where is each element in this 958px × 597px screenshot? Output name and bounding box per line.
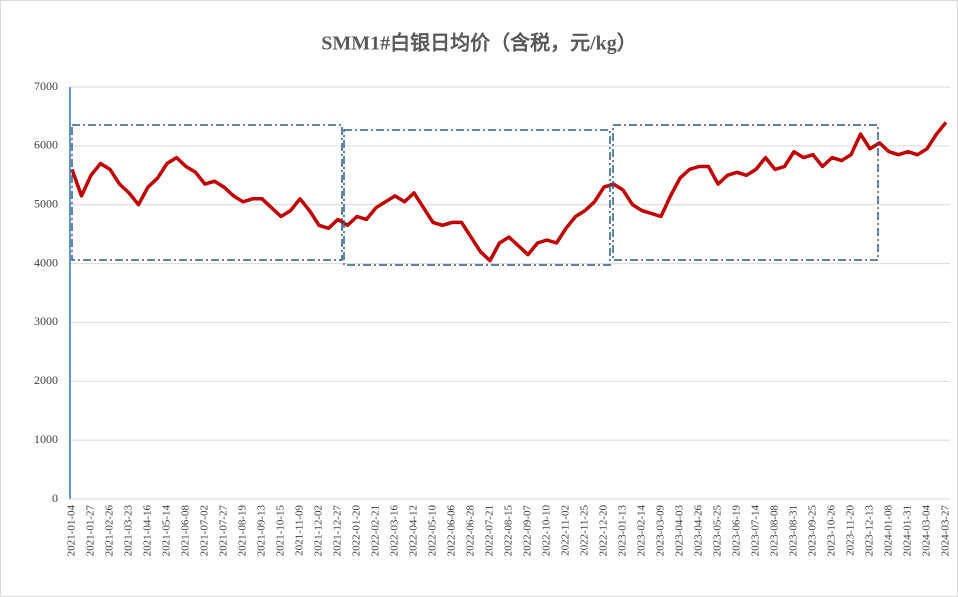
x-tick-label: 2021-06-08: [180, 505, 192, 557]
x-tick-label: 2023-04-03: [674, 505, 686, 557]
y-tick-label: 0: [52, 491, 58, 505]
x-tick-label: 2023-03-09: [655, 505, 667, 557]
data-line: [70, 121, 948, 263]
y-tick-label: 6000: [34, 138, 58, 152]
annotation-box: [343, 129, 611, 266]
x-tick-label: 2021-01-27: [85, 505, 97, 557]
x-tick-label: 2023-11-20: [845, 505, 857, 556]
x-tick-label: 2021-11-09: [294, 505, 306, 556]
x-tick-label: 2022-06-06: [446, 505, 458, 557]
y-tick-label: 2000: [34, 373, 58, 387]
x-tick-label: 2023-01-13: [617, 505, 629, 557]
x-tick-label: 2024-01-08: [883, 505, 895, 557]
x-tick-label: 2022-01-20: [351, 505, 363, 557]
x-tick-label: 2022-08-15: [503, 505, 515, 557]
x-tick-label: 2022-04-12: [408, 505, 420, 556]
x-tick-label: 2022-06-28: [465, 505, 477, 557]
y-tick-label: 3000: [34, 314, 58, 328]
y-tick-label: 5000: [34, 196, 58, 210]
plot-area: 0 1000 2000 3000 4000 5000 6000 7000 2021-01-04 2…: [34, 79, 952, 557]
x-tick-label: 2022-02-21: [370, 505, 382, 556]
x-tick-label: 2024-03-04: [921, 505, 933, 557]
x-tick-label: 2022-12-20: [598, 505, 610, 557]
y-tick-label: 1000: [34, 432, 58, 446]
x-tick-label: 2022-11-25: [579, 505, 591, 556]
x-tick-label: 2021-02-26: [104, 505, 116, 557]
annotation-box: [612, 124, 879, 261]
x-tick-label: 2022-07-21: [484, 505, 496, 556]
x-tick-label: 2023-06-19: [731, 505, 743, 557]
x-tick-label: 2021-12-27: [332, 505, 344, 557]
chart-title: SMM1#白银日均价（含税，元/kg）: [321, 31, 637, 55]
x-tick-label: 2023-10-26: [826, 505, 838, 557]
x-tick-label: 2023-09-25: [807, 505, 819, 557]
x-tick-label: 2022-11-02: [560, 505, 572, 556]
x-tick-label: 2021-04-16: [142, 505, 154, 557]
x-tick-label: 2021-08-19: [237, 505, 249, 557]
x-tick-label: 2021-07-27: [218, 505, 230, 557]
x-tick-label: 2021-05-14: [161, 505, 173, 557]
x-tick-label: 2021-03-23: [123, 505, 135, 557]
x-tick-label: 2024-01-31: [902, 505, 914, 556]
x-tick-label: 2022-03-16: [389, 505, 401, 557]
y-tick-label: 7000: [34, 79, 58, 93]
x-tick-label: 2023-12-13: [864, 505, 876, 557]
x-tick-label: 2023-04-26: [693, 505, 705, 557]
x-tick-label: 2021-01-04: [66, 505, 78, 557]
x-tick-label: 2022-09-07: [522, 505, 534, 557]
x-tick-label: 2023-02-14: [636, 505, 648, 557]
x-tick-label: 2021-10-15: [275, 505, 287, 557]
x-tick-label: 2023-07-14: [750, 505, 762, 557]
x-tick-label: 2023-08-08: [769, 505, 781, 557]
x-tick-label: 2022-05-10: [427, 505, 439, 557]
annotation-box: [71, 124, 343, 261]
x-tick-label: 2021-09-13: [256, 505, 268, 557]
x-tick-label: 2022-10-10: [541, 505, 553, 557]
x-tick-label: 2021-12-02: [313, 505, 325, 556]
x-tick-label: 2021-07-02: [199, 505, 211, 556]
x-tick-label: 2023-05-25: [712, 505, 724, 557]
x-tick-label: 2023-08-31: [788, 505, 800, 556]
y-tick-label: 4000: [34, 255, 58, 269]
x-tick-label: 2024-03-27: [940, 505, 952, 557]
